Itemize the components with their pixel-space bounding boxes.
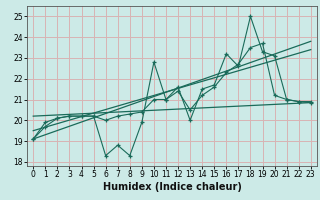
X-axis label: Humidex (Indice chaleur): Humidex (Indice chaleur) xyxy=(103,182,241,192)
